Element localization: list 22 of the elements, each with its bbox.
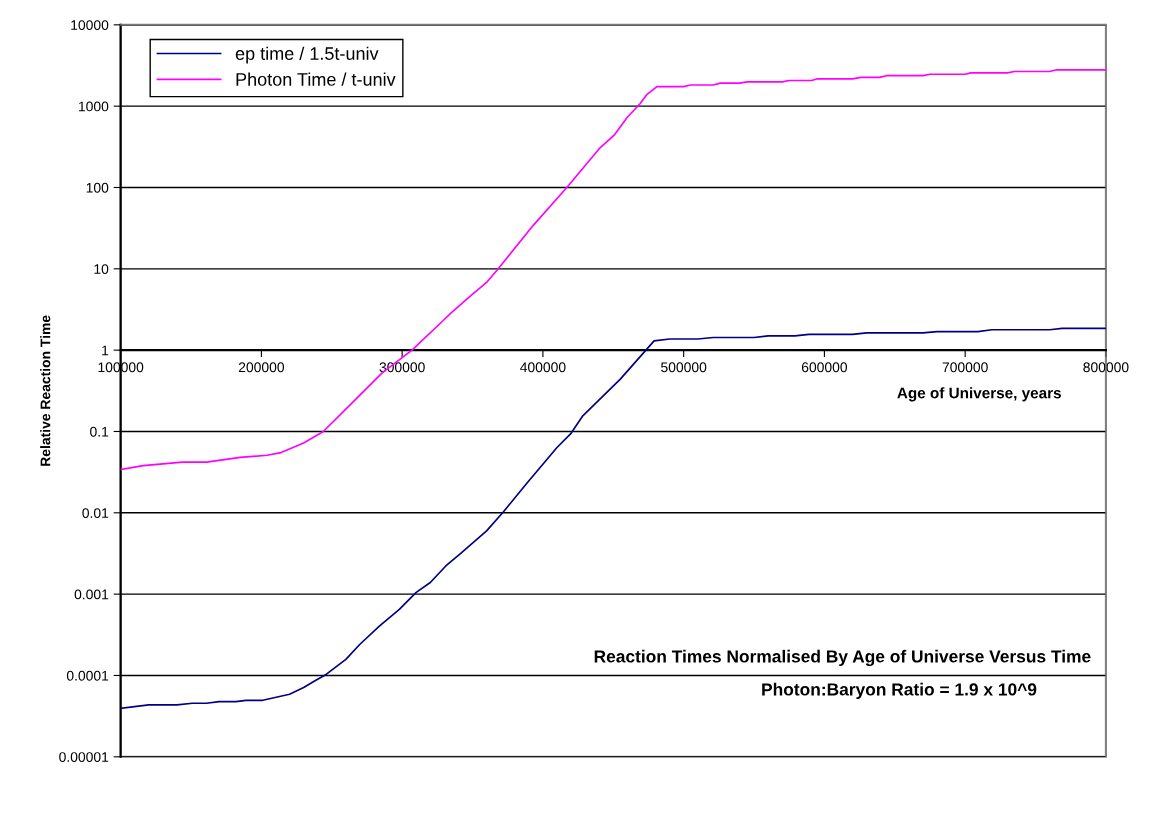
y-tick-label: 0.0001 [66,670,109,681]
y-tick-label: 0.01 [82,508,109,518]
y-tick-label: 0.00001 [59,752,109,762]
y-tick-label: 10 [94,264,109,274]
y-axis-title: Relative Reaction Time [40,315,51,466]
x-tick-label: 800000 [1083,362,1129,373]
y-tick-label: 100 [86,182,109,193]
y-tick-label: 1000 [79,101,109,112]
y-tick-label: 0.1 [90,426,109,437]
x-tick-label: 400000 [520,362,566,373]
text: Photon:Baryon Ratio = 1.9 x 10^9 [762,682,1037,700]
x-tick-label: 600000 [801,362,848,373]
x-tick-label: 700000 [942,362,988,373]
legend-label: ep time / 1.5t-univ [235,46,379,64]
y-tick-label: 0.001 [74,589,109,600]
legend-label: Photon Time / t-univ [236,72,396,86]
x-tick-label: 500000 [661,362,707,373]
y-tick-label: 1 [102,345,109,356]
text: Reaction Times Normalised By Age of Universe Versus Time [594,649,1091,667]
y-tick-label: 10000 [71,20,109,31]
x-tick-label: 200000 [238,362,285,373]
x-axis-title: Age of Universe, years [897,387,1061,402]
